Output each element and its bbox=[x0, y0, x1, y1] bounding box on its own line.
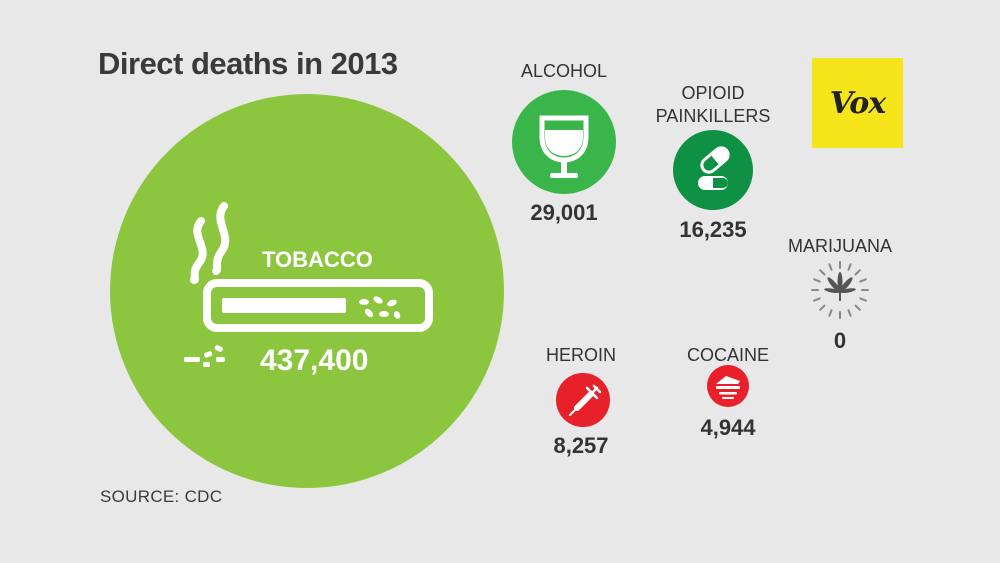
label-cocaine: COCAINE bbox=[687, 345, 769, 365]
bubble-marijuana: MARIJUANA 0 bbox=[788, 236, 892, 353]
ring-tick bbox=[819, 304, 826, 311]
cocaine-icon bbox=[716, 376, 740, 399]
bubble-opioid-painkillers: OPIOID PAINKILLERS 16,235 bbox=[656, 83, 771, 242]
dashed-ring bbox=[811, 261, 869, 319]
label-tobacco: TOBACCO bbox=[262, 247, 373, 272]
label-opioid-line1: OPIOID bbox=[681, 83, 744, 103]
bubble-alcohol: ALCOHOL 29,001 bbox=[512, 61, 616, 225]
syringe-icon bbox=[569, 384, 602, 416]
cigarette-icon bbox=[184, 202, 433, 367]
bubble-heroin: HEROIN 8,257 bbox=[546, 345, 616, 458]
source-note: SOURCE: CDC bbox=[100, 487, 223, 506]
value-alcohol: 29,001 bbox=[530, 200, 597, 225]
label-alcohol: ALCOHOL bbox=[521, 61, 607, 81]
value-tobacco: 437,400 bbox=[260, 344, 368, 377]
ring-tick bbox=[859, 278, 867, 283]
value-heroin: 8,257 bbox=[553, 433, 608, 458]
value-cocaine: 4,944 bbox=[700, 415, 756, 440]
ring-tick bbox=[854, 304, 861, 311]
label-opioid-line2: PAINKILLERS bbox=[656, 106, 771, 126]
pill-capsule-icon bbox=[698, 146, 730, 190]
ring-tick bbox=[847, 263, 852, 271]
ring-tick bbox=[813, 278, 821, 283]
wine-glass-icon bbox=[539, 115, 589, 178]
bubble-cocaine: COCAINE 4,944 bbox=[687, 345, 769, 440]
ring-tick bbox=[854, 269, 861, 276]
label-marijuana: MARIJUANA bbox=[788, 236, 892, 256]
bubble-tobacco-circle bbox=[110, 94, 504, 488]
ring-tick bbox=[828, 309, 833, 317]
ring-tick bbox=[847, 309, 852, 317]
value-marijuana: 0 bbox=[834, 328, 846, 353]
cannabis-leaf-icon bbox=[824, 272, 856, 301]
value-opioid: 16,235 bbox=[679, 217, 746, 242]
vox-logo-text: Vox bbox=[829, 85, 886, 121]
vox-logo: Vox bbox=[812, 58, 903, 148]
ring-tick bbox=[819, 269, 826, 276]
ring-tick bbox=[813, 297, 821, 302]
bubble-tobacco: TOBACCO 437,400 bbox=[110, 94, 504, 488]
chart-title: Direct deaths in 2013 bbox=[98, 46, 398, 81]
ring-tick bbox=[859, 297, 867, 302]
label-heroin: HEROIN bbox=[546, 345, 616, 365]
ring-tick bbox=[828, 263, 833, 271]
